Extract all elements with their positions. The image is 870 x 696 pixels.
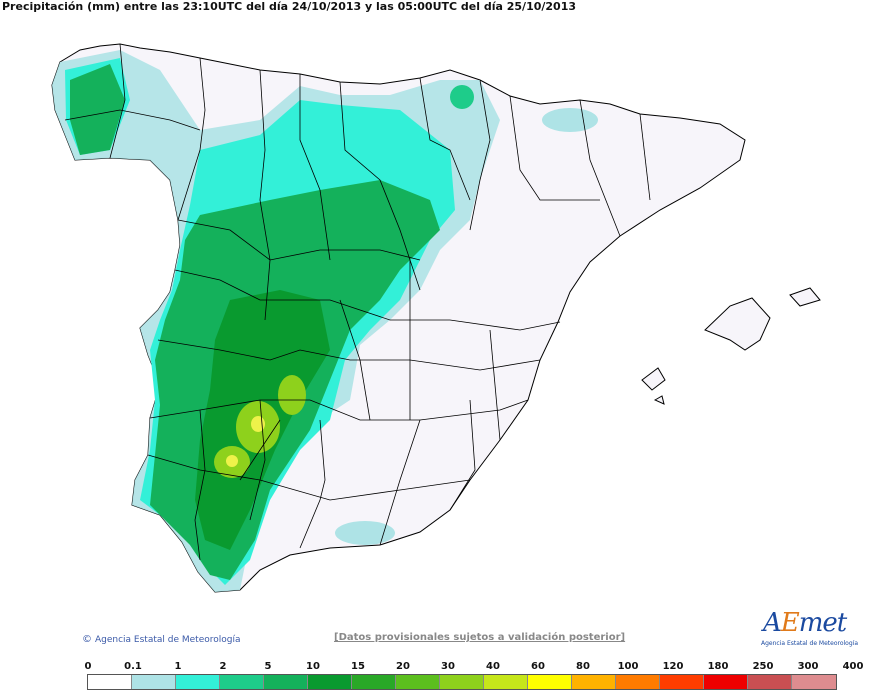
aemet-logo: AEmet Agencia Estatal de Meteorología <box>755 606 858 650</box>
precipitation-map <box>51 43 821 593</box>
legend-swatch <box>264 675 308 689</box>
legend-label: 20 <box>396 661 410 672</box>
legend-label: 40 <box>486 661 500 672</box>
legend-label: 0 <box>84 661 92 672</box>
balearic-islands <box>641 287 821 405</box>
legend-swatch <box>616 675 660 689</box>
legend-swatch <box>352 675 396 689</box>
province-borders <box>64 43 651 561</box>
map-title: Precipitación (mm) entre las 23:10UTC de… <box>2 0 577 13</box>
legend-label: 60 <box>531 661 545 672</box>
legend-label: 250 <box>752 661 774 672</box>
legend-label: 1 <box>174 661 182 672</box>
legend-swatch <box>704 675 748 689</box>
legend-label: 2 <box>219 661 227 672</box>
rain-light-cyan <box>542 108 598 132</box>
logo-wordmark: AEmet <box>763 608 847 638</box>
rain-lime <box>278 375 306 415</box>
legend-swatch <box>792 675 836 689</box>
rain-yellow <box>251 416 265 432</box>
legend-label: 100 <box>617 661 639 672</box>
legend-labels: 0 0.1 1 2 5 10 15 20 30 40 60 80 100 120 180 250 300 400 <box>0 661 870 673</box>
rain-yellow <box>226 455 238 467</box>
precipitation-areas <box>52 50 598 592</box>
menorca <box>789 287 821 307</box>
legend-swatch <box>132 675 176 689</box>
legend-label: 120 <box>662 661 684 672</box>
legend-label: 30 <box>441 661 455 672</box>
legend-label: 10 <box>306 661 320 672</box>
legend-bar <box>87 674 837 690</box>
ibiza <box>641 367 666 391</box>
legend-label: 5 <box>264 661 272 672</box>
credit-text: Agencia Estatal de Meteorología <box>95 635 241 645</box>
legend-label: 300 <box>797 661 819 672</box>
legend-swatch <box>572 675 616 689</box>
legend-swatch <box>220 675 264 689</box>
legend-label: 0.1 <box>124 661 142 672</box>
legend-swatch <box>748 675 792 689</box>
legend-label: 180 <box>707 661 729 672</box>
legend-label: 400 <box>842 661 864 672</box>
rain-light-cyan <box>335 521 395 545</box>
legend-swatch <box>396 675 440 689</box>
legend-swatch <box>176 675 220 689</box>
credit-line: © Agencia Estatal de Meteorología <box>82 634 241 645</box>
legend-label: 15 <box>351 661 365 672</box>
formentera <box>653 395 665 405</box>
legend-swatch <box>528 675 572 689</box>
legend-swatch <box>88 675 132 689</box>
legend-swatch <box>660 675 704 689</box>
mallorca <box>704 297 771 351</box>
disclaimer: [Datos provisionales sujetos a validació… <box>334 632 626 643</box>
legend-label: 80 <box>576 661 590 672</box>
logo-subtitle: Agencia Estatal de Meteorología <box>761 640 858 647</box>
legend-swatch <box>308 675 352 689</box>
legend-swatch <box>484 675 528 689</box>
copyright-icon: © <box>82 634 92 645</box>
rain-green-spot <box>450 85 474 109</box>
legend-swatch <box>440 675 484 689</box>
